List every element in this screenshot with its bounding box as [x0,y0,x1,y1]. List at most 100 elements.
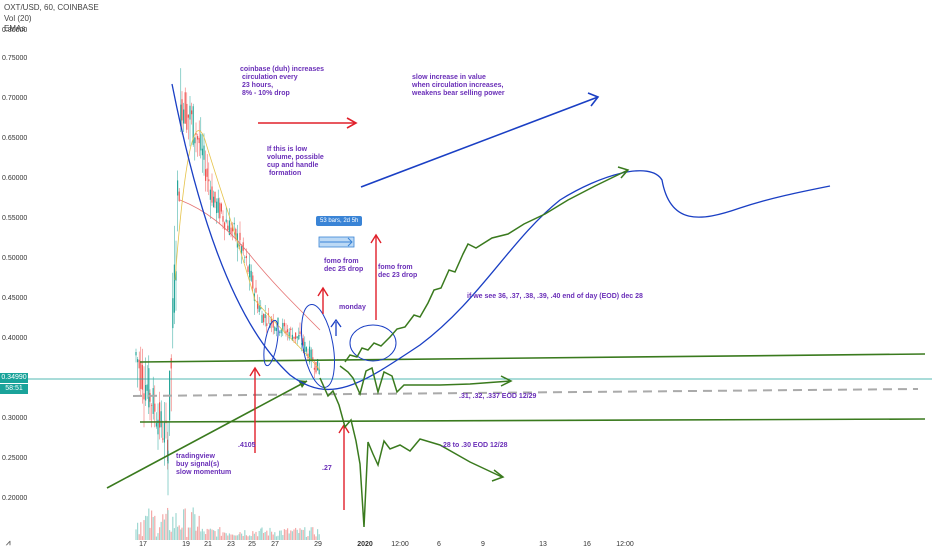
volume-bars [135,507,320,540]
volume-bar [181,527,183,540]
candle-body [214,191,216,203]
price-tick: 0.55000 [2,215,28,222]
volume-bar [264,531,266,540]
candle-body [172,298,174,329]
volume-bar [318,534,320,540]
volume-bar [315,536,317,540]
candle-body [205,169,207,181]
volume-bar [224,532,226,540]
volume-bar [295,527,297,540]
time-tick: 6 [437,541,441,548]
green-projection-mid[interactable] [339,365,511,397]
blue-arrow-line[interactable] [360,96,599,188]
volume-bar [152,517,154,540]
volume-bar [173,528,175,540]
green-level-upper[interactable] [139,353,926,363]
note-target-1228[interactable]: .28 to .30 EOD 12/28 [441,442,508,449]
volume-bar [159,527,161,540]
price-tick: 0.30000 [2,415,28,422]
volume-bar [175,513,177,540]
ema-line-slow [179,199,321,331]
volume-bar [157,533,159,540]
volume-bar [307,536,309,540]
handle-ellipse-small[interactable] [261,319,281,367]
candle-body [315,362,317,373]
candle-body [170,358,172,369]
candle-body [275,327,277,332]
volume-bar [170,531,172,540]
note-if-we-see[interactable]: if we see 36, .37, .38, .39, .40 end of … [467,293,643,300]
arrowhead [491,469,505,482]
volume-bar [138,534,140,540]
symbol-title[interactable]: OXT/USD, 60, COINBASE [4,3,99,12]
candle-body [277,317,279,325]
tradingview-logo-icon[interactable]: ⩘ [6,538,11,547]
time-tick-year: 2020 [357,541,373,548]
note-target-1229[interactable]: .31, .32, .337 EOD 12/29 [459,393,537,400]
note-low-volume[interactable]: If this is low volume, possible cup and … [267,146,324,177]
volume-bar [197,526,199,540]
green-projection-down[interactable] [319,377,503,528]
volume-bar [310,527,312,540]
arrowhead [317,286,329,297]
candle-body [305,347,307,352]
green-trendline-up[interactable] [106,380,308,489]
ema-indicator-label[interactable]: EMAs [4,24,26,33]
candle-body [195,132,197,135]
volume-indicator-label[interactable]: Vol (20) [4,14,32,23]
note-tradingview[interactable]: tradingview buy signal(s) slow momentum [176,453,232,476]
note-fomo-dec23[interactable]: fomo from dec 23 drop [378,264,418,279]
volume-bar [167,510,169,540]
candle-body [200,134,202,151]
volume-bar [260,528,262,540]
volume-bar [177,526,179,540]
candle-body [201,148,203,156]
arrowhead [330,318,342,328]
dashed-level[interactable] [132,388,919,397]
time-tick: 27 [271,541,279,548]
volume-bar [211,529,213,540]
volume-bar [191,512,193,540]
volume-bar [250,536,252,540]
volume-bar [189,527,191,540]
candle-body [220,203,222,212]
volume-bar [178,525,180,540]
volume-bar [275,536,277,540]
candle-body [208,179,210,182]
candle-body [211,186,213,203]
note-fomo-dec25[interactable]: fomo from dec 25 drop [324,258,364,273]
note-level-27[interactable]: .27 [322,465,332,472]
candle-body [160,411,162,428]
note-level-4105[interactable]: .4105 [238,442,256,449]
volume-bar [263,532,265,540]
volume-bar [299,528,301,540]
volume-bar [236,535,238,540]
note-coinbase[interactable]: coinbase (duh) increases circulation eve… [240,66,325,97]
candle-body [304,341,306,352]
price-tick: 0.70000 [2,95,28,102]
volume-bar [290,530,292,540]
candle-body [257,301,259,309]
arrowhead [370,233,382,244]
candle-body [261,315,263,323]
note-slow-increase[interactable]: slow increase in value when circulation … [412,74,505,97]
green-level-lower[interactable] [139,418,926,423]
cup-curve[interactable] [171,83,831,391]
volume-bar [238,534,240,540]
green-projection-up[interactable] [344,169,629,363]
candle-body [155,423,157,427]
volume-bar [317,529,319,540]
volume-bar [222,532,224,540]
arrowhead [500,375,513,387]
candle-body [152,388,154,414]
candle-body [137,359,139,363]
volume-bar [272,534,274,540]
candle-body [227,225,229,231]
handle-ellipse-mid[interactable] [296,302,340,390]
volume-bar [208,529,210,540]
note-monday[interactable]: monday [339,304,366,311]
volume-bar [227,535,229,540]
candle-body [239,232,241,241]
handle-ellipse-right[interactable] [349,324,397,362]
